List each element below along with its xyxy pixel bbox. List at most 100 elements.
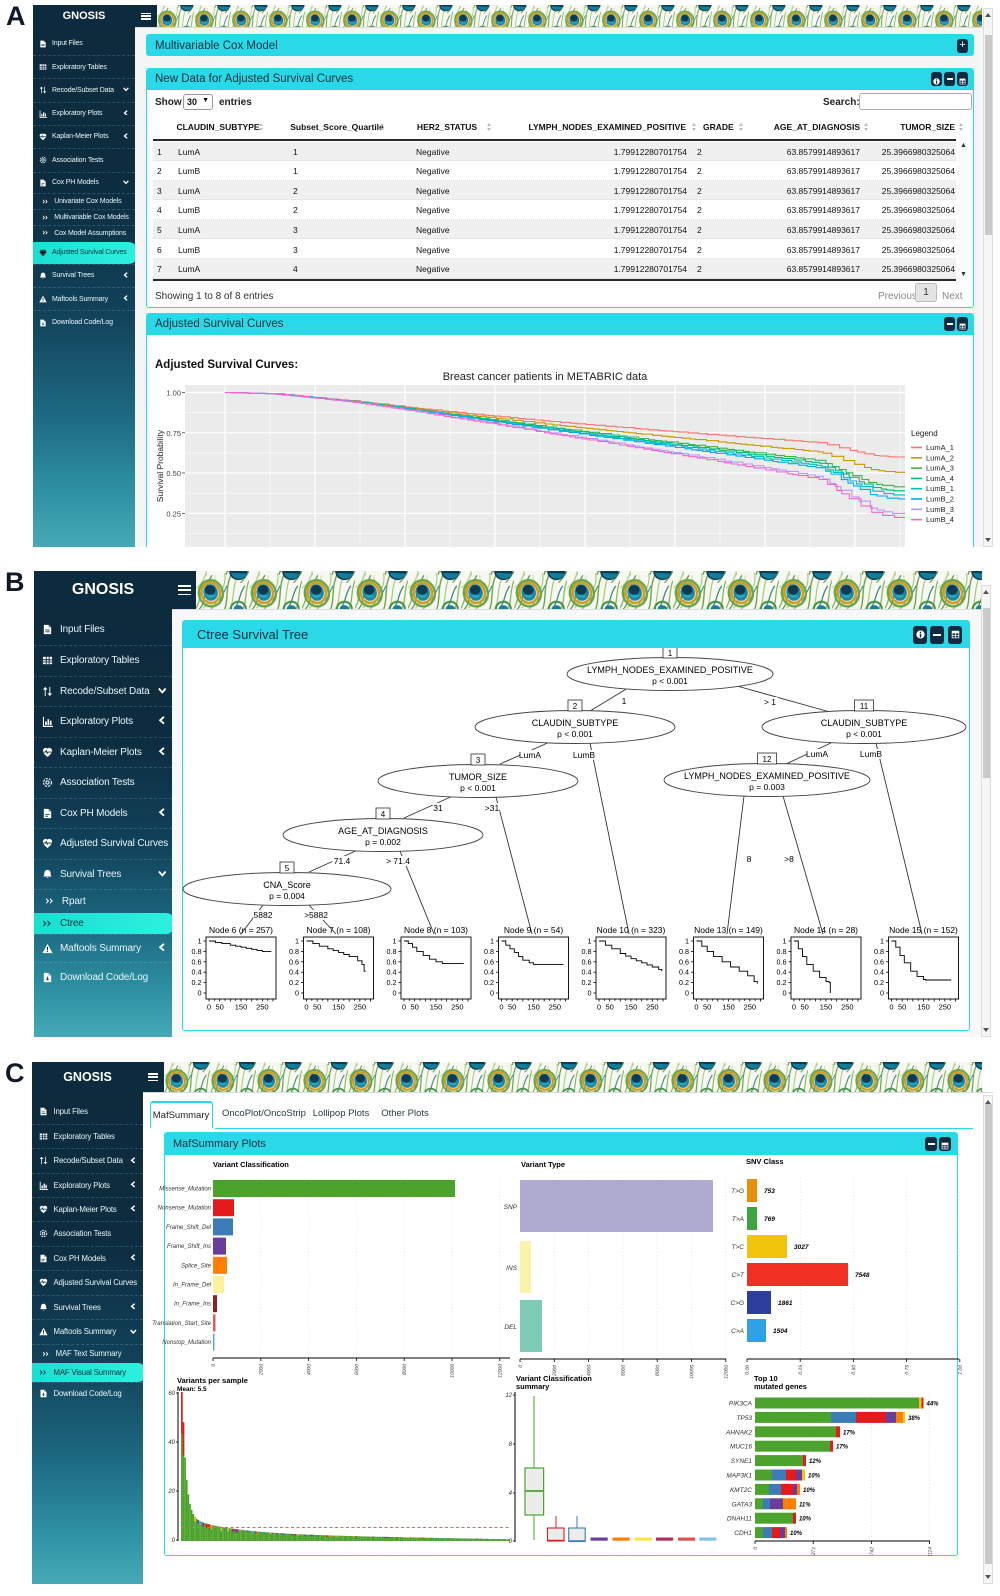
svg-text:0.2: 0.2: [289, 978, 299, 987]
svg-text:0: 0: [172, 1538, 176, 1544]
svg-text:C>G: C>G: [730, 1300, 744, 1307]
svg-text:0: 0: [792, 1003, 796, 1012]
svg-text:0.50: 0.50: [166, 469, 181, 478]
svg-text:LumB: LumB: [860, 749, 883, 759]
svg-text:Variant Classification: Variant Classification: [213, 1160, 289, 1169]
svg-text:0: 0: [402, 1003, 406, 1012]
svg-text:0.2: 0.2: [777, 978, 787, 987]
svg-text:2000: 2000: [552, 1365, 558, 1378]
svg-text:10%: 10%: [808, 1474, 821, 1480]
svg-text:0.6: 0.6: [777, 957, 787, 966]
svg-text:60: 60: [168, 1391, 175, 1397]
svg-text:T>G: T>G: [731, 1188, 744, 1195]
svg-text:0.6: 0.6: [582, 957, 592, 966]
svg-text:0.4: 0.4: [874, 968, 884, 977]
svg-text:2: 2: [573, 702, 578, 711]
svg-text:0.8: 0.8: [777, 947, 787, 956]
svg-text:Nonsense_Mutation: Nonsense_Mutation: [158, 1206, 212, 1212]
svg-text:5: 5: [285, 864, 290, 873]
svg-text:1: 1: [588, 937, 592, 946]
svg-text:150: 150: [235, 1003, 248, 1012]
svg-text:7548: 7548: [855, 1272, 870, 1279]
svg-text:50: 50: [410, 1003, 418, 1012]
svg-text:31: 31: [433, 803, 443, 813]
svg-text:Nonstop_Mutation: Nonstop_Mutation: [162, 1340, 211, 1346]
svg-text:0.8: 0.8: [679, 947, 689, 956]
svg-text:0.00: 0.00: [745, 1365, 751, 1375]
svg-text:12: 12: [763, 755, 772, 764]
svg-text:>31: >31: [485, 803, 500, 813]
svg-text:250: 250: [744, 1003, 757, 1012]
svg-text:0.4: 0.4: [484, 968, 494, 977]
svg-text:In_Frame_Ins: In_Frame_Ins: [174, 1302, 211, 1308]
svg-text:0.2: 0.2: [387, 978, 397, 987]
svg-text:MAP3K1: MAP3K1: [726, 1473, 752, 1480]
svg-text:1504: 1504: [773, 1328, 788, 1335]
svg-text:LumB_3: LumB_3: [926, 505, 954, 514]
svg-text:150: 150: [722, 1003, 735, 1012]
svg-text:2000: 2000: [258, 1364, 264, 1377]
svg-text:0: 0: [597, 1003, 601, 1012]
svg-text:0.75: 0.75: [166, 429, 181, 438]
svg-text:0.8: 0.8: [484, 947, 494, 956]
svg-text:0.75: 0.75: [904, 1365, 910, 1375]
svg-text:AHNAK2: AHNAK2: [725, 1429, 752, 1436]
svg-text:150: 150: [625, 1003, 638, 1012]
svg-text:LYMPH_NODES_EXAMINED_POSITIVE: LYMPH_NODES_EXAMINED_POSITIVE: [684, 771, 850, 781]
svg-text:3: 3: [476, 756, 481, 765]
svg-text:8: 8: [747, 854, 752, 864]
svg-text:Node 6 (n = 257): Node 6 (n = 257): [209, 925, 273, 935]
svg-text:38%: 38%: [908, 1416, 921, 1422]
svg-text:CLAUDIN_SUBTYPE: CLAUDIN_SUBTYPE: [532, 718, 619, 728]
svg-text:10%: 10%: [799, 1517, 812, 1523]
svg-text:150: 150: [917, 1003, 930, 1012]
svg-text:1: 1: [295, 937, 299, 946]
svg-text:p = 0.002: p = 0.002: [365, 837, 401, 847]
svg-text:PIK3CA: PIK3CA: [729, 1401, 752, 1408]
svg-text:> 71.4: > 71.4: [386, 856, 410, 866]
svg-text:p = 0.003: p = 0.003: [749, 782, 785, 792]
svg-text:11%: 11%: [799, 1502, 811, 1508]
svg-text:DEL: DEL: [504, 1324, 517, 1331]
svg-text:0: 0: [295, 989, 299, 998]
svg-text:0.8: 0.8: [192, 947, 202, 956]
svg-text:1: 1: [393, 937, 397, 946]
svg-text:0: 0: [211, 1364, 217, 1367]
svg-text:Node 13 (n = 149): Node 13 (n = 149): [694, 925, 763, 935]
svg-text:LumB_4: LumB_4: [926, 515, 954, 524]
svg-text:150: 150: [430, 1003, 443, 1012]
svg-text:C>A: C>A: [731, 1328, 744, 1335]
svg-text:1.00: 1.00: [957, 1365, 963, 1375]
svg-text:Variants per sample: Variants per sample: [177, 1376, 248, 1385]
svg-text:4000: 4000: [306, 1364, 312, 1376]
svg-text:Variant Type: Variant Type: [521, 1160, 565, 1169]
svg-text:250: 250: [841, 1003, 854, 1012]
svg-text:0.2: 0.2: [582, 978, 592, 987]
svg-text:10%: 10%: [790, 1531, 803, 1537]
svg-text:0: 0: [490, 989, 494, 998]
svg-text:LYMPH_NODES_EXAMINED_POSITIVE: LYMPH_NODES_EXAMINED_POSITIVE: [587, 665, 753, 675]
svg-text:50: 50: [508, 1003, 516, 1012]
svg-text:0.25: 0.25: [798, 1365, 804, 1375]
svg-text:LumA_1: LumA_1: [926, 443, 954, 452]
svg-text:INS: INS: [506, 1265, 518, 1272]
svg-text:p < 0.001: p < 0.001: [460, 783, 496, 793]
svg-text:0.6: 0.6: [192, 957, 202, 966]
svg-text:1: 1: [880, 937, 884, 946]
svg-text:0.4: 0.4: [192, 968, 202, 977]
svg-text:0.8: 0.8: [289, 947, 299, 956]
svg-text:0.6: 0.6: [387, 957, 397, 966]
svg-text:250: 250: [451, 1003, 464, 1012]
svg-text:p = 0.004: p = 0.004: [269, 891, 305, 901]
svg-text:0: 0: [518, 1365, 524, 1368]
svg-text:Frame_Shift_Del: Frame_Shift_Del: [166, 1225, 212, 1231]
svg-text:MUC16: MUC16: [730, 1444, 752, 1451]
svg-text:10%: 10%: [803, 1488, 816, 1494]
svg-text:Legend: Legend: [911, 429, 938, 438]
svg-text:Breast cancer patients in META: Breast cancer patients in METABRIC data: [443, 371, 648, 383]
svg-text:LumA: LumA: [806, 749, 829, 759]
svg-text:12000: 12000: [497, 1364, 503, 1378]
svg-text:0.6: 0.6: [289, 957, 299, 966]
svg-text:Missense_Mutation: Missense_Mutation: [159, 1187, 211, 1193]
svg-text:Top 10: Top 10: [754, 1374, 778, 1383]
